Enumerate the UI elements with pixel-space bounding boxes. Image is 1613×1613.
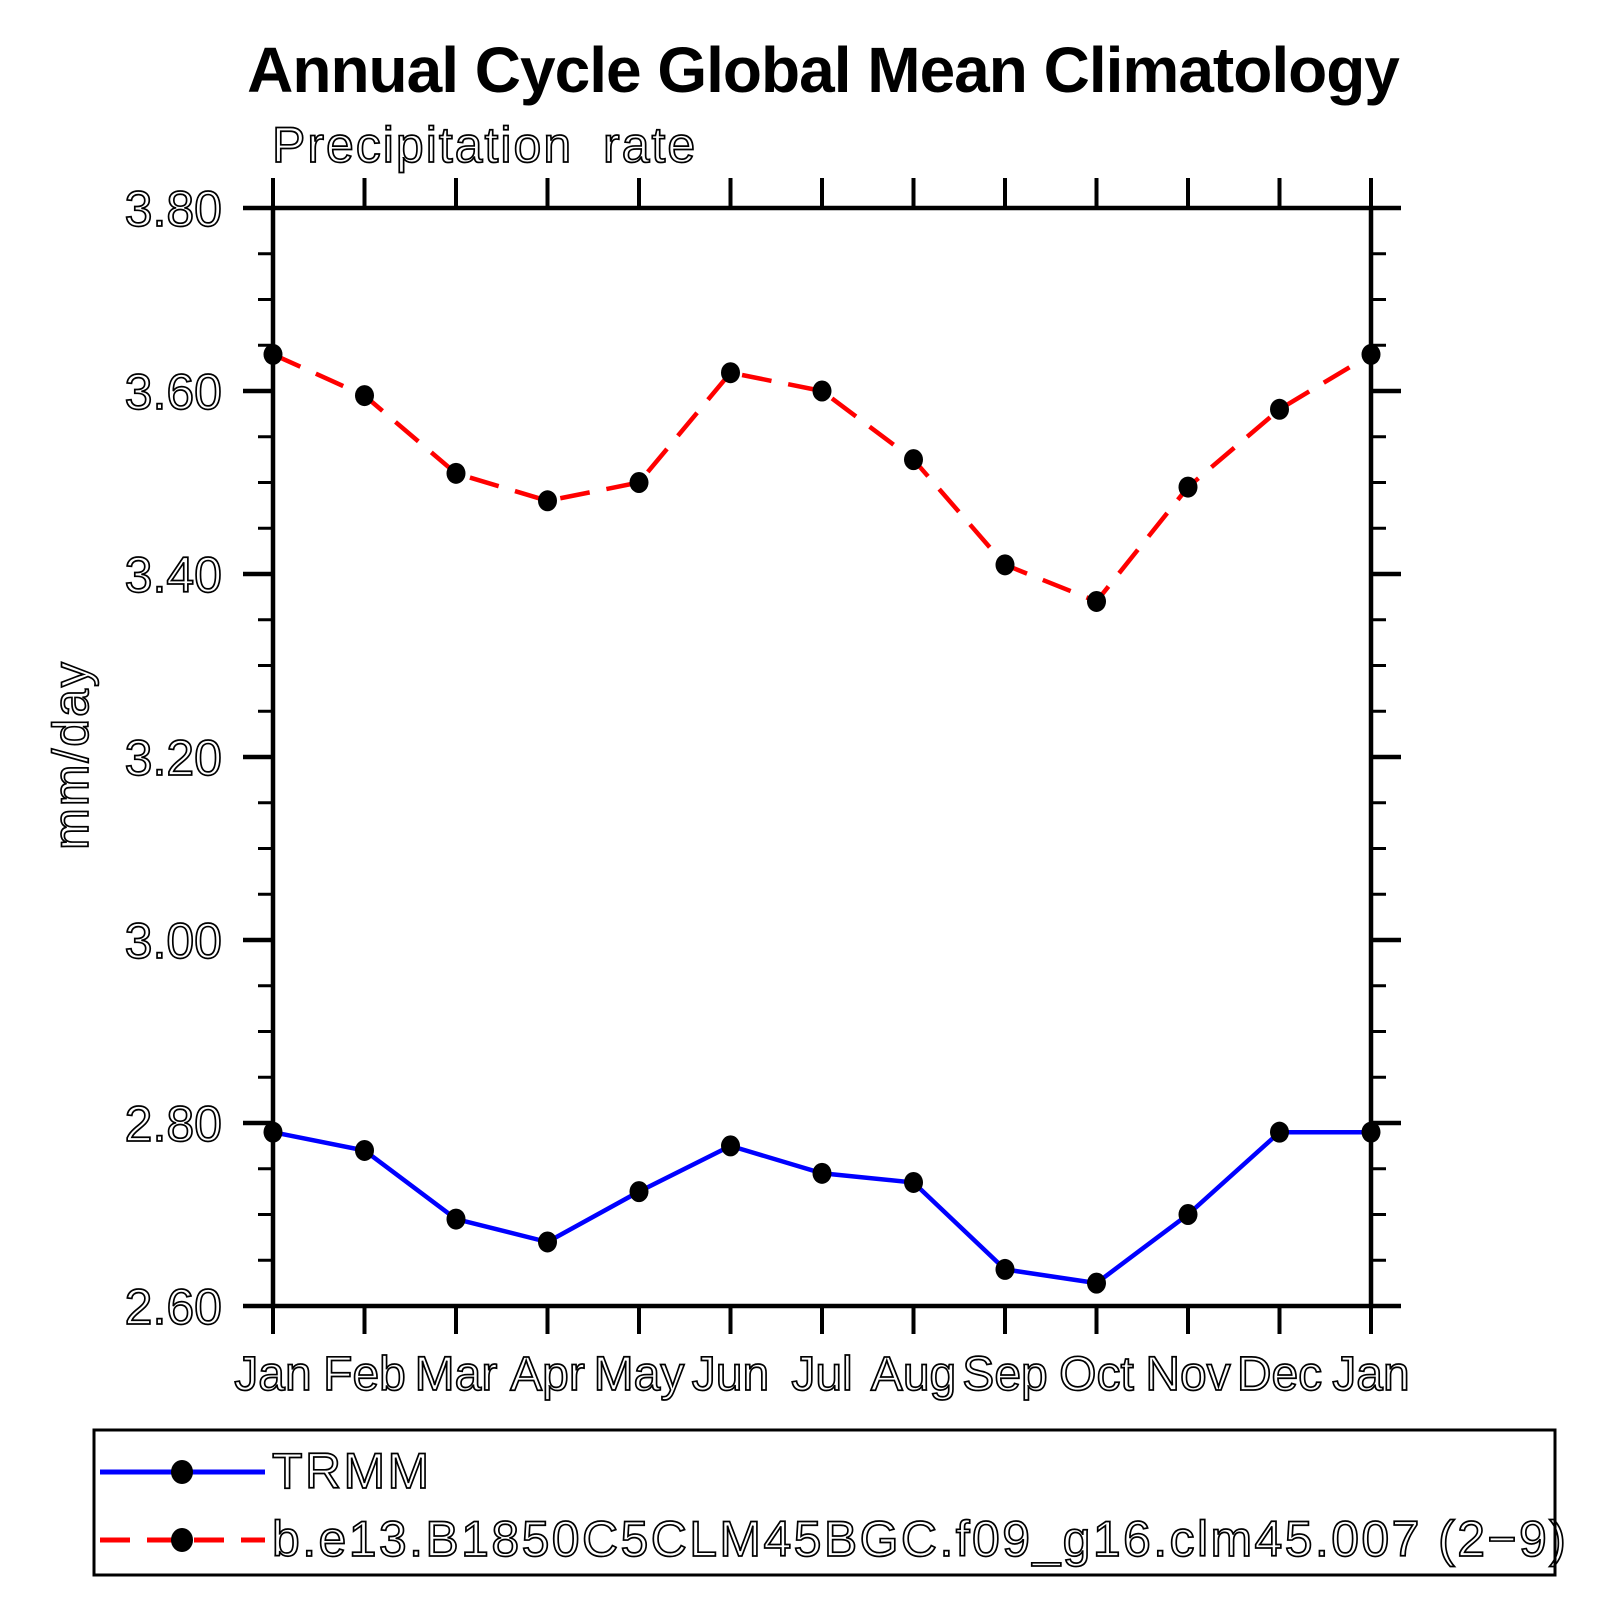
- x-tick-label: Jul: [791, 1348, 852, 1401]
- x-tick-label: May: [594, 1348, 685, 1401]
- data-point-marker: [1178, 1204, 1198, 1225]
- legend-label: TRMM: [272, 1443, 432, 1499]
- data-point-marker: [721, 1135, 740, 1157]
- legend-marker-icon: [171, 1528, 193, 1552]
- data-point-marker: [538, 490, 557, 512]
- data-point-marker: [904, 449, 923, 471]
- plot-axes: Jan Feb Mar Apr May Jun Jul Aug Sep Oct Nov Dec Jan3…: [124, 178, 1411, 1402]
- y-tick-label: 2.80: [125, 1096, 222, 1152]
- chart-title: Annual Cycle Global Mean Climatology: [247, 34, 1400, 106]
- legend-marker-icon: [171, 1460, 193, 1484]
- y-tick-label: 3.80: [125, 181, 222, 237]
- data-point-marker: [1270, 1121, 1289, 1143]
- data-point-marker: [263, 343, 283, 365]
- data-point-marker: [263, 1121, 283, 1143]
- legend-label: b.e13.B1850C5CLM45BGC.f09_g16.clm45.007 …: [272, 1511, 1568, 1567]
- plot-box: [270, 205, 1374, 1309]
- legend: TRMM b.e13.B1850C5CLM45BGC.f09_g16.clm45.…: [92, 1428, 1568, 1577]
- data-point-marker: [904, 1171, 923, 1193]
- x-tick-label: Dec: [1237, 1348, 1322, 1401]
- x-tick-label: Oct: [1059, 1348, 1134, 1401]
- y-axis-label: mm/day: [43, 660, 99, 850]
- x-tick-label: Aug: [871, 1348, 956, 1401]
- y-tick-label: 3.60: [125, 364, 222, 420]
- data-point-marker: [721, 362, 740, 384]
- x-tick-label: Jun: [692, 1348, 769, 1401]
- data-point-marker: [446, 1208, 466, 1230]
- x-tick-label: Apr: [510, 1348, 585, 1401]
- chart-subtitle: Precipitation rate: [272, 117, 697, 173]
- y-tick-label: 3.00: [125, 913, 222, 969]
- data-point-marker: [538, 1231, 557, 1253]
- data-point-marker: [446, 462, 466, 484]
- data-point-marker: [629, 1181, 649, 1203]
- x-tick-label: Feb: [323, 1348, 406, 1401]
- data-point-marker: [812, 1162, 832, 1184]
- data-point-marker: [355, 1139, 374, 1161]
- data-point-marker: [995, 1258, 1015, 1280]
- y-tick-label: 3.40: [125, 547, 222, 603]
- data-point-marker: [1361, 343, 1381, 365]
- data-point-marker: [1270, 398, 1289, 420]
- data-point-marker: [1361, 1121, 1381, 1143]
- y-tick-label: 2.60: [125, 1279, 222, 1335]
- data-point-marker: [1178, 476, 1198, 498]
- data-point-marker: [812, 380, 832, 402]
- x-tick-label: Jan: [234, 1348, 311, 1401]
- x-tick-label: Sep: [962, 1348, 1047, 1401]
- data-point-marker: [355, 385, 374, 407]
- data-point-marker: [995, 554, 1015, 576]
- legend-box: [92, 1428, 1557, 1577]
- data-point-marker: [1087, 590, 1106, 612]
- y-tick-label: 3.20: [125, 730, 222, 786]
- data-point-marker: [629, 472, 649, 493]
- data-point-marker: [1087, 1272, 1106, 1294]
- x-tick-label: Mar: [415, 1348, 498, 1401]
- series-line-trmm: [272, 1129, 1371, 1286]
- x-tick-label: Nov: [1145, 1348, 1230, 1401]
- plot-series: [263, 343, 1381, 1294]
- x-tick-label: Jan: [1332, 1348, 1409, 1401]
